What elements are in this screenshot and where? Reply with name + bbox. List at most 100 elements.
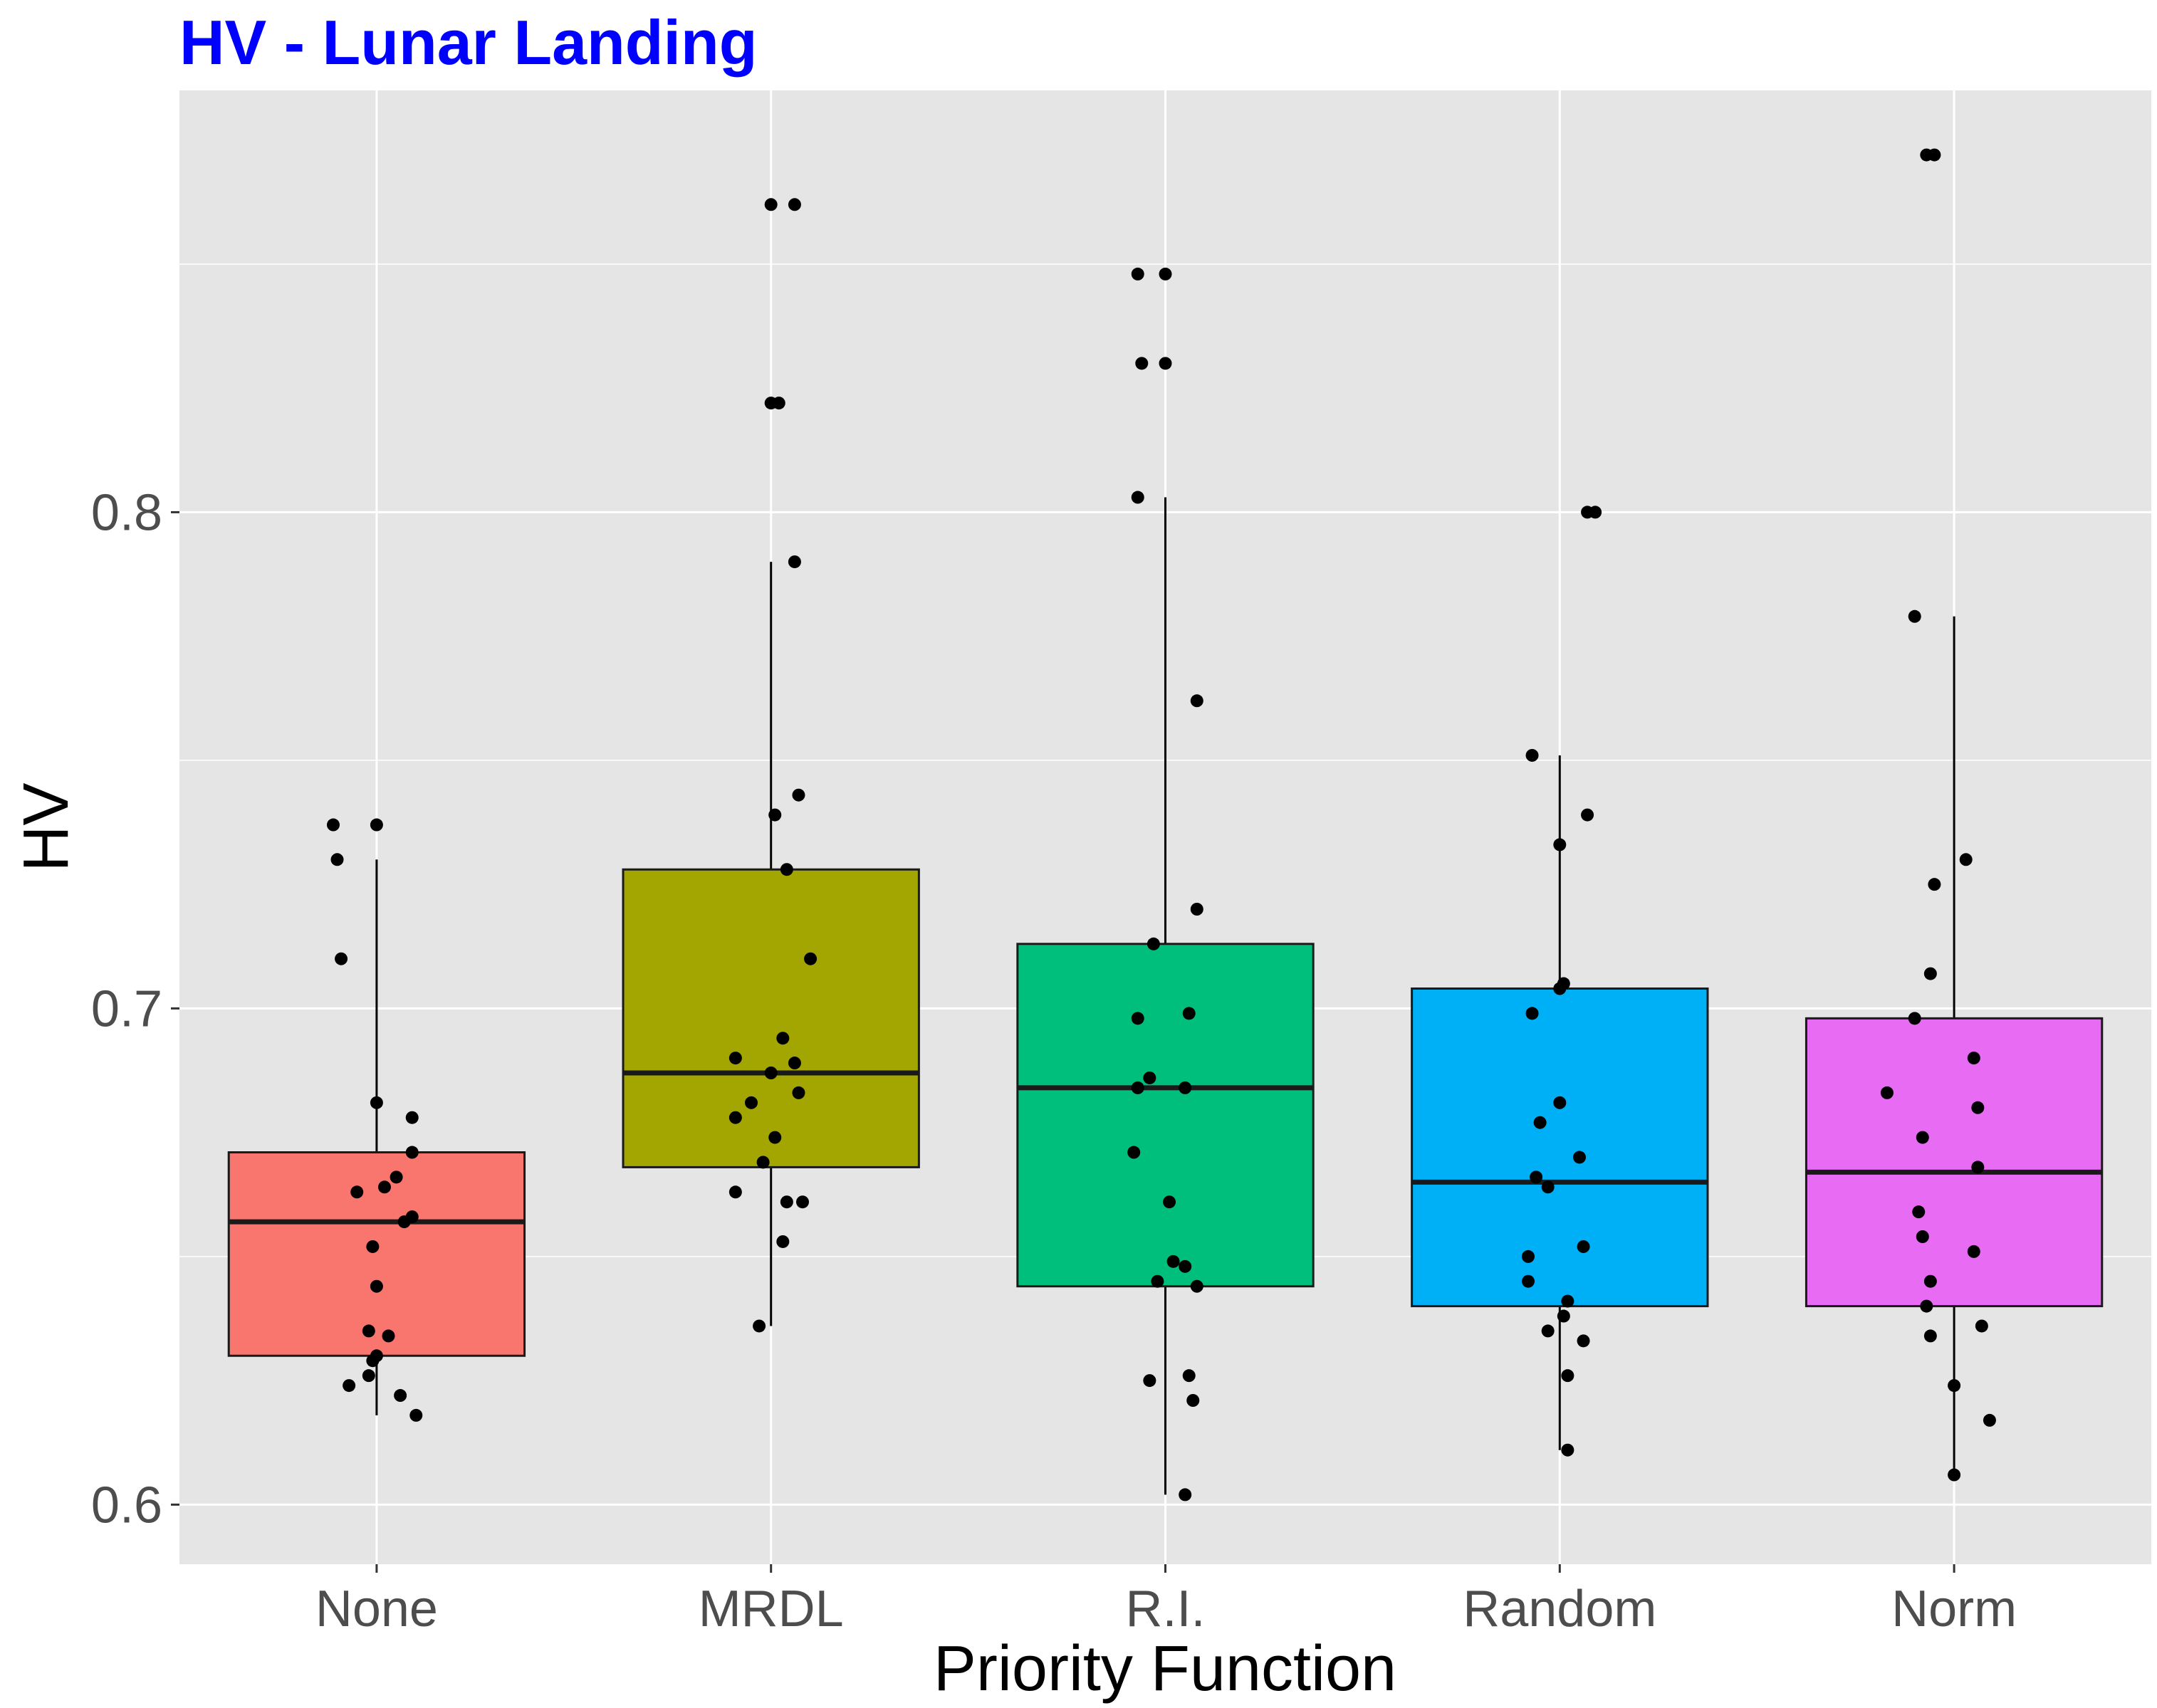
data-point — [768, 1131, 782, 1144]
data-point — [1553, 838, 1567, 852]
data-point — [780, 1195, 793, 1209]
data-point — [1948, 1379, 1961, 1393]
y-axis-title: HV — [11, 782, 82, 871]
data-point — [335, 952, 348, 965]
x-tick-label: MRDL — [699, 1581, 844, 1638]
data-point — [370, 1279, 383, 1293]
data-point — [780, 863, 793, 876]
data-point — [1928, 148, 1941, 162]
data-point — [1190, 1279, 1203, 1293]
data-point — [1577, 1334, 1590, 1348]
data-point — [370, 1096, 383, 1109]
x-tick-label: Norm — [1891, 1581, 2017, 1638]
data-point — [1521, 1274, 1535, 1288]
data-point — [1143, 1374, 1156, 1388]
data-point — [1159, 357, 1172, 370]
data-point — [1179, 1488, 1192, 1502]
data-point — [1163, 1195, 1176, 1209]
data-point — [1577, 1240, 1590, 1253]
data-point — [1541, 1180, 1555, 1194]
data-point — [1131, 1081, 1144, 1094]
data-point — [764, 198, 778, 211]
data-point — [1920, 1299, 1933, 1313]
data-point — [772, 397, 785, 410]
data-point — [1135, 357, 1149, 370]
data-point — [1967, 1052, 1980, 1065]
data-point — [330, 853, 344, 866]
data-point — [362, 1324, 375, 1338]
data-point — [1143, 1071, 1156, 1084]
data-point — [1179, 1081, 1192, 1094]
data-point — [788, 555, 801, 569]
box-norm — [1805, 1017, 2104, 1308]
data-point — [1151, 1274, 1164, 1288]
data-point — [1553, 1096, 1567, 1109]
box-layer — [227, 497, 2104, 1495]
y-tick-label: 0.7 — [91, 980, 162, 1037]
data-point — [756, 1156, 770, 1169]
data-point — [397, 1215, 411, 1229]
chart-title: HV - Lunar Landing — [179, 7, 758, 78]
data-point — [377, 1180, 391, 1194]
box-none — [227, 1151, 526, 1357]
data-point — [1182, 1007, 1196, 1020]
data-point — [394, 1389, 407, 1403]
data-point — [1179, 1259, 1192, 1273]
y-axis: 0.6 0.7 0.8 — [91, 484, 179, 1534]
data-point — [343, 1379, 356, 1393]
x-tick-label: Random — [1463, 1581, 1656, 1638]
data-point — [1928, 878, 1941, 891]
data-point — [1923, 1274, 1937, 1288]
data-point — [1975, 1319, 1988, 1333]
data-point — [1561, 1369, 1574, 1383]
data-point — [1533, 1116, 1547, 1129]
data-point — [1147, 937, 1160, 950]
data-point — [1186, 1394, 1200, 1407]
data-point — [1131, 1012, 1144, 1025]
data-point — [405, 1146, 419, 1159]
data-point — [1916, 1131, 1929, 1144]
data-point — [1923, 1329, 1937, 1343]
data-point — [1131, 491, 1144, 504]
data-point — [1948, 1468, 1961, 1482]
data-point — [370, 818, 383, 832]
data-point — [1959, 853, 1973, 866]
data-point — [1159, 267, 1172, 281]
data-point — [362, 1369, 375, 1383]
data-point — [326, 818, 340, 832]
data-point — [1557, 1309, 1570, 1323]
data-point — [792, 788, 805, 802]
box-random — [1411, 987, 1709, 1308]
data-point — [1127, 1146, 1141, 1159]
data-point — [1182, 1369, 1196, 1383]
data-point — [1581, 808, 1594, 822]
data-point — [728, 1185, 742, 1199]
data-point — [728, 1052, 742, 1065]
data-point — [753, 1319, 766, 1333]
data-point — [1561, 1443, 1574, 1457]
x-tick-label: None — [315, 1581, 438, 1638]
data-point — [1908, 1012, 1921, 1025]
data-point — [768, 808, 782, 822]
data-point — [1525, 748, 1539, 762]
data-point — [1541, 1324, 1555, 1338]
data-point — [1561, 1294, 1574, 1308]
data-point — [1190, 903, 1203, 916]
box-mrdl — [622, 868, 920, 1168]
data-point — [409, 1408, 423, 1422]
y-tick-label: 0.6 — [91, 1477, 162, 1534]
data-point — [405, 1111, 419, 1124]
data-point — [1983, 1413, 1996, 1427]
x-tick-label: R.I. — [1125, 1581, 1205, 1638]
data-point — [788, 1057, 801, 1070]
data-point — [728, 1111, 742, 1124]
data-point — [1190, 694, 1203, 708]
data-point — [366, 1354, 380, 1368]
data-point — [792, 1086, 805, 1099]
data-point — [1967, 1245, 1980, 1258]
data-point — [764, 1067, 778, 1079]
x-axis-title: Priority Function — [934, 1633, 1396, 1704]
data-point — [1923, 967, 1937, 980]
data-point — [776, 1032, 790, 1045]
